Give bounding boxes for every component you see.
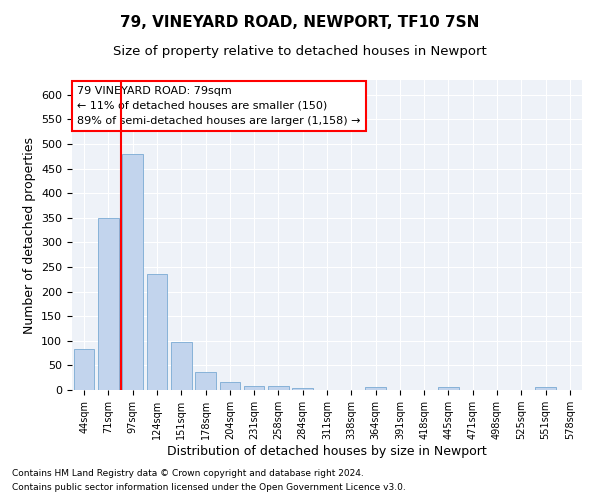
Bar xyxy=(268,386,289,390)
X-axis label: Distribution of detached houses by size in Newport: Distribution of detached houses by size … xyxy=(167,445,487,458)
Text: Size of property relative to detached houses in Newport: Size of property relative to detached ho… xyxy=(113,45,487,58)
Bar xyxy=(438,387,459,390)
Bar xyxy=(171,342,191,390)
Text: Contains public sector information licensed under the Open Government Licence v3: Contains public sector information licen… xyxy=(12,484,406,492)
Bar xyxy=(74,349,94,390)
Bar xyxy=(244,386,265,390)
Bar xyxy=(220,382,240,390)
Bar xyxy=(195,372,216,390)
Text: Contains HM Land Registry data © Crown copyright and database right 2024.: Contains HM Land Registry data © Crown c… xyxy=(12,468,364,477)
Bar xyxy=(146,274,167,390)
Bar xyxy=(535,387,556,390)
Text: 79, VINEYARD ROAD, NEWPORT, TF10 7SN: 79, VINEYARD ROAD, NEWPORT, TF10 7SN xyxy=(121,15,479,30)
Bar xyxy=(292,388,313,390)
Bar xyxy=(98,218,119,390)
Bar xyxy=(365,386,386,390)
Bar xyxy=(122,154,143,390)
Text: 79 VINEYARD ROAD: 79sqm
← 11% of detached houses are smaller (150)
89% of semi-d: 79 VINEYARD ROAD: 79sqm ← 11% of detache… xyxy=(77,86,361,126)
Y-axis label: Number of detached properties: Number of detached properties xyxy=(23,136,35,334)
